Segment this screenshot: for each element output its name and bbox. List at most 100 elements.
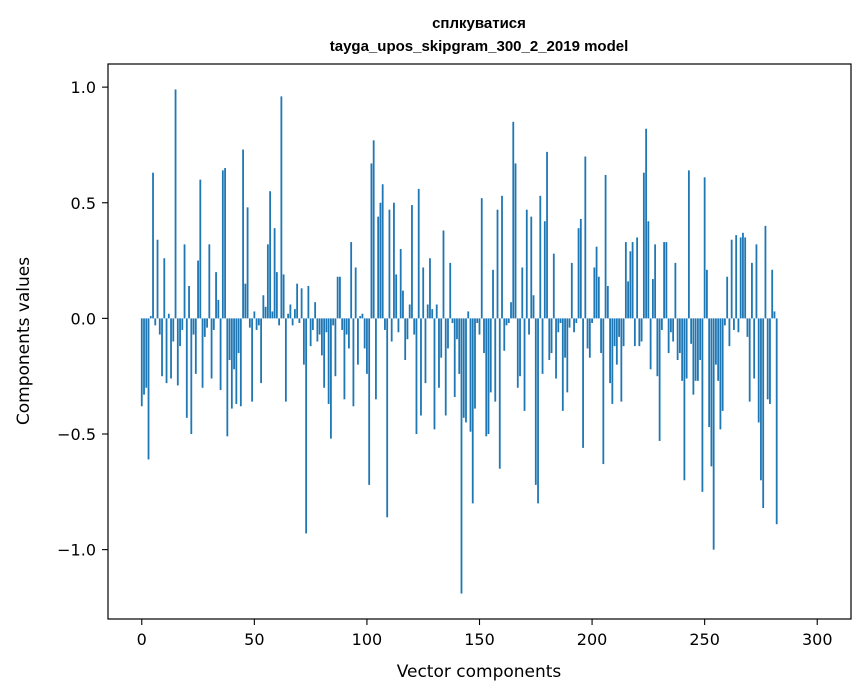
bar-119 (408, 304, 411, 319)
bar-262 (730, 239, 733, 319)
bar-276 (762, 318, 765, 509)
bar-258 (721, 318, 724, 411)
bar-1 (143, 318, 145, 395)
bar-101 (368, 318, 371, 485)
bar-244 (690, 318, 693, 344)
bar-193 (575, 318, 578, 324)
bar-48 (248, 318, 251, 328)
chart-title: сплкуватися (432, 15, 526, 32)
bar-163 (507, 318, 510, 324)
bar-17 (179, 318, 181, 347)
bar-63 (282, 274, 285, 319)
bar-228 (654, 244, 657, 319)
x-tick-label: 200 (577, 630, 608, 649)
bar-22 (190, 318, 193, 435)
y-tick-label: 0.0 (71, 309, 96, 328)
bar-71 (300, 288, 303, 319)
bar-96 (357, 318, 359, 365)
bar-99 (363, 318, 366, 349)
bar-14 (172, 318, 175, 342)
bar-55 (264, 306, 267, 319)
bar-34 (217, 299, 220, 319)
bar-265 (737, 318, 740, 333)
bar-237 (674, 262, 677, 319)
bar-41 (233, 318, 235, 370)
bar-264 (735, 235, 738, 319)
bar-141 (458, 318, 461, 374)
bar-126 (424, 318, 427, 384)
bar-274 (757, 318, 760, 423)
y-axis-label: Components values (14, 257, 34, 425)
bar-50 (253, 311, 256, 319)
bar-56 (266, 244, 269, 319)
bar-235 (669, 318, 672, 333)
bar-11 (165, 318, 168, 384)
bar-81 (323, 318, 326, 388)
bar-58 (271, 311, 274, 319)
bar-106 (379, 202, 382, 319)
bar-259 (724, 318, 726, 326)
bar-187 (561, 318, 564, 411)
bar-131 (435, 304, 438, 319)
bar-201 (593, 267, 596, 319)
bar-135 (444, 318, 447, 416)
bar-212 (618, 318, 620, 337)
bar-116 (402, 290, 404, 319)
bar-172 (528, 318, 530, 335)
bar-145 (467, 311, 470, 319)
bar-26 (199, 179, 202, 319)
bar-219 (633, 318, 636, 347)
bar-231 (660, 318, 663, 330)
bar-85 (332, 318, 335, 326)
bar-108 (384, 318, 386, 330)
y-axis-ticks: −1.0 −0.5 0.0 0.5 1.0 (57, 78, 108, 560)
bar-115 (399, 249, 402, 319)
bar-140 (456, 318, 458, 340)
bar-45 (242, 149, 244, 319)
bar-154 (487, 318, 490, 435)
bar-196 (582, 318, 584, 448)
bar-178 (541, 318, 544, 374)
bar-0 (140, 318, 143, 407)
bar-169 (521, 267, 524, 319)
bar-130 (433, 318, 436, 430)
bar-238 (676, 318, 679, 361)
bar-183 (552, 253, 555, 319)
bar-72 (302, 318, 305, 365)
bar-139 (453, 318, 456, 398)
bar-270 (748, 318, 751, 402)
bar-147 (471, 318, 474, 504)
bar-128 (429, 258, 431, 319)
bar-188 (564, 318, 566, 358)
bar-104 (375, 318, 377, 400)
bar-136 (447, 318, 449, 349)
x-tick-label: 250 (689, 630, 720, 649)
bar-199 (588, 318, 591, 358)
bar-170 (523, 318, 526, 411)
bar-239 (678, 318, 681, 354)
bar-123 (417, 188, 420, 319)
bar-167 (516, 318, 519, 388)
bar-159 (498, 318, 501, 469)
bar-125 (422, 267, 425, 319)
bar-148 (474, 318, 476, 409)
bar-39 (228, 318, 231, 361)
x-tick-label: 300 (802, 630, 833, 649)
bar-132 (438, 318, 440, 388)
bar-269 (746, 318, 749, 337)
bar-211 (615, 318, 618, 365)
bar-84 (330, 318, 332, 439)
bar-185 (557, 318, 560, 333)
x-tick-label: 50 (244, 630, 264, 649)
bar-232 (663, 242, 666, 319)
bar-62 (280, 96, 283, 319)
bar-229 (656, 318, 659, 377)
bar-89 (341, 318, 344, 330)
x-tick-label: 150 (464, 630, 495, 649)
bar-184 (555, 318, 557, 379)
bar-209 (611, 318, 614, 404)
chart-subtitle: tayga_upos_skipgram_300_2_2019 model (330, 38, 629, 55)
bar-215 (624, 242, 627, 319)
bar-206 (604, 175, 607, 319)
bar-162 (505, 318, 508, 326)
